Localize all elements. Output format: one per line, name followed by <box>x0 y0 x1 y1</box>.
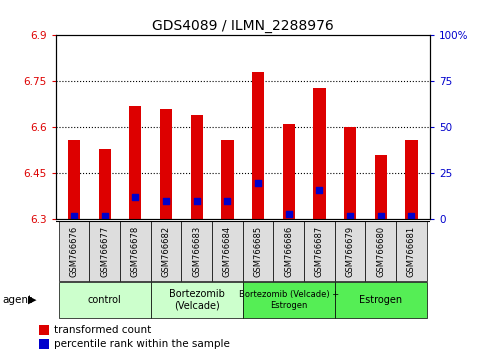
Point <box>131 195 139 200</box>
Text: GSM766680: GSM766680 <box>376 226 385 277</box>
Text: GSM766677: GSM766677 <box>100 226 109 277</box>
Bar <box>335 282 427 318</box>
Bar <box>89 221 120 281</box>
Bar <box>304 221 335 281</box>
Text: percentile rank within the sample: percentile rank within the sample <box>54 339 229 349</box>
Title: GDS4089 / ILMN_2288976: GDS4089 / ILMN_2288976 <box>152 19 334 33</box>
Text: transformed count: transformed count <box>54 325 151 335</box>
Bar <box>151 282 243 318</box>
Text: ▶: ▶ <box>28 295 37 305</box>
Text: GSM766684: GSM766684 <box>223 226 232 277</box>
Bar <box>212 221 243 281</box>
Point <box>193 198 200 204</box>
Bar <box>283 124 295 219</box>
Bar <box>160 109 172 219</box>
Bar <box>191 115 203 219</box>
Bar <box>396 221 427 281</box>
Bar <box>252 72 264 219</box>
Text: GSM766682: GSM766682 <box>161 226 170 277</box>
Bar <box>313 87 326 219</box>
Bar <box>39 325 49 335</box>
Text: GSM766683: GSM766683 <box>192 226 201 277</box>
Text: GSM766686: GSM766686 <box>284 226 293 277</box>
Point <box>162 198 170 204</box>
Bar <box>120 221 151 281</box>
Text: GSM766678: GSM766678 <box>131 226 140 277</box>
Bar <box>243 221 273 281</box>
Text: Bortezomib (Velcade) +
Estrogen: Bortezomib (Velcade) + Estrogen <box>239 290 339 309</box>
Bar <box>405 140 418 219</box>
Point <box>224 198 231 204</box>
Text: GSM766679: GSM766679 <box>346 226 355 277</box>
Text: GSM766676: GSM766676 <box>70 226 78 277</box>
Point <box>285 211 293 217</box>
Bar <box>58 221 89 281</box>
Bar <box>129 106 142 219</box>
Point <box>377 213 384 219</box>
Text: Bortezomib
(Velcade): Bortezomib (Velcade) <box>169 289 225 311</box>
Point <box>101 213 109 219</box>
Bar <box>58 282 151 318</box>
Bar <box>344 127 356 219</box>
Point <box>315 187 323 193</box>
Bar <box>273 221 304 281</box>
Bar <box>335 221 366 281</box>
Text: GSM766681: GSM766681 <box>407 226 416 277</box>
Text: control: control <box>88 295 122 305</box>
Point <box>346 213 354 219</box>
Point <box>408 213 415 219</box>
Bar <box>375 155 387 219</box>
Bar <box>366 221 396 281</box>
Bar <box>243 282 335 318</box>
Point <box>70 213 78 219</box>
Bar <box>39 339 49 349</box>
Bar <box>68 140 80 219</box>
Text: Estrogen: Estrogen <box>359 295 402 305</box>
Bar <box>99 149 111 219</box>
Bar <box>221 140 233 219</box>
Text: agent: agent <box>2 295 32 305</box>
Bar <box>151 221 181 281</box>
Bar <box>181 221 212 281</box>
Text: GSM766687: GSM766687 <box>315 226 324 277</box>
Text: GSM766685: GSM766685 <box>254 226 263 277</box>
Point <box>254 180 262 185</box>
